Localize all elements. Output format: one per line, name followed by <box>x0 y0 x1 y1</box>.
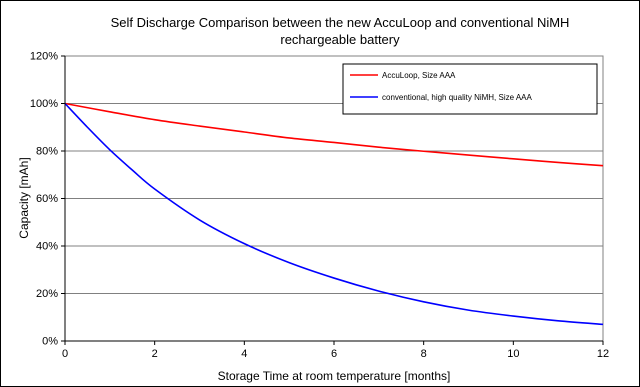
y-tick-label: 120% <box>30 51 58 63</box>
y-tick-label: 100% <box>30 98 58 110</box>
x-tick-label: 12 <box>597 348 609 360</box>
axes: 0% 20% 40% 60% 80% 100% 120% 0 2 4 6 8 10 12 <box>30 51 609 361</box>
y-tick-label: 80% <box>36 146 58 158</box>
x-tick-label: 10 <box>507 348 519 360</box>
y-tick-label: 0% <box>42 336 58 348</box>
x-tick-label: 6 <box>331 348 337 360</box>
y-tick-label: 40% <box>36 241 58 253</box>
y-tick-label: 60% <box>36 193 58 205</box>
chart-title-line-2: rechargeable battery <box>280 32 400 47</box>
series-line-acculoop <box>64 102 604 167</box>
x-axis-title: Storage Time at room temperature [months… <box>218 369 451 383</box>
x-tick-label: 4 <box>241 348 247 360</box>
x-tick-label: 2 <box>152 348 158 360</box>
x-tick-label: 8 <box>421 348 427 360</box>
chart-title-line-1: Self Discharge Comparison between the ne… <box>110 15 570 30</box>
legend-label-acculoop: AccuLoop, Size AAA <box>382 71 456 80</box>
legend: AccuLoop, Size AAA conventional, high qu… <box>342 63 598 115</box>
gridlines <box>65 103 603 294</box>
legend-box <box>342 63 598 115</box>
series-lines <box>64 102 604 326</box>
legend-label-conventional: conventional, high quality NiMH, Size AA… <box>382 93 533 102</box>
y-tick-label: 20% <box>36 288 58 300</box>
x-tick-label: 0 <box>62 348 68 360</box>
y-axis-title: Capacity [mAh] <box>17 157 31 238</box>
chart-title: Self Discharge Comparison between the ne… <box>60 14 620 48</box>
series-line-conventional <box>64 102 604 326</box>
